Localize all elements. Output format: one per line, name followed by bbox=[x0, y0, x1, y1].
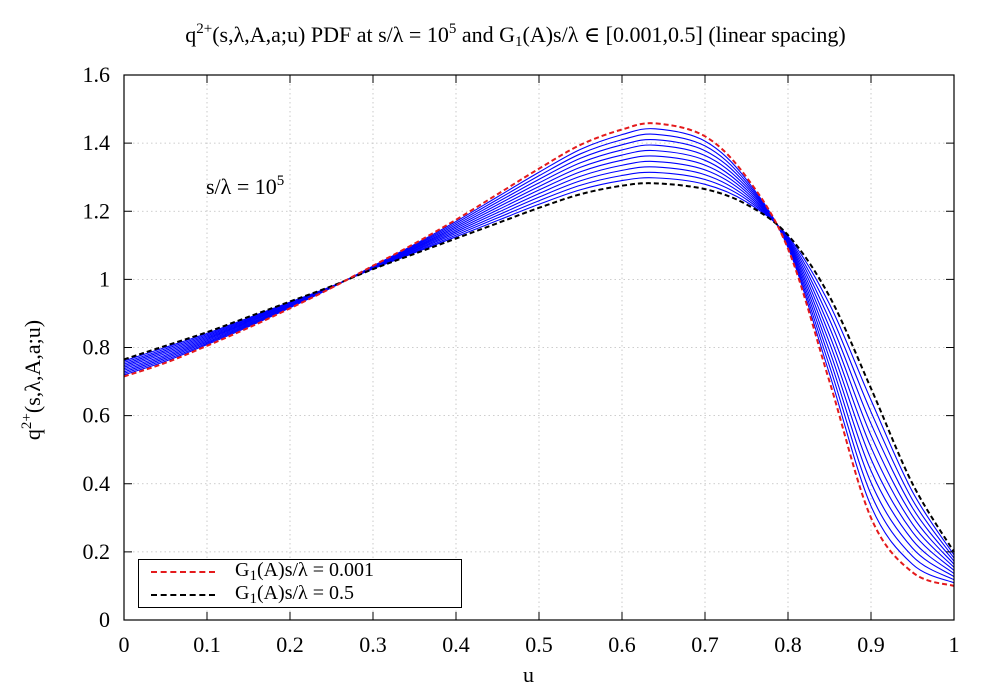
x-tick-label: 0.3 bbox=[359, 632, 387, 657]
y-axis-label: q2+(s,λ,A,a;u) bbox=[19, 319, 45, 441]
legend-label: G1(A)s/λ = 0.5 bbox=[235, 582, 355, 607]
series-line bbox=[123, 122, 955, 587]
y-tick-label: 0.8 bbox=[83, 335, 111, 360]
x-tick-label: 0.4 bbox=[442, 632, 470, 657]
x-tick-label: 0.7 bbox=[691, 632, 719, 657]
x-tick-label: 0.6 bbox=[608, 632, 636, 657]
y-tick-label: 0.4 bbox=[83, 471, 111, 496]
tick-labels: 0 0.1 0.2 0.3 0.4 0.5 0.6 0.7 0.8 0.9 1 0 0.2 0.4 0.6 0… bbox=[83, 62, 960, 657]
grid bbox=[123, 74, 955, 621]
curves bbox=[123, 122, 955, 587]
legend-swatch-black bbox=[151, 594, 215, 596]
intermediate-curve bbox=[123, 144, 955, 574]
annotation: s/λ = 105 bbox=[206, 173, 285, 199]
intermediate-curve bbox=[123, 133, 955, 581]
x-tick-label: 0.2 bbox=[276, 632, 304, 657]
y-tick-label: 1.4 bbox=[83, 130, 111, 155]
intermediate-curve bbox=[123, 138, 955, 578]
series-line bbox=[123, 182, 955, 553]
x-tick-label: 0.8 bbox=[774, 632, 802, 657]
x-tick-label: 0 bbox=[119, 632, 130, 657]
y-tick-label: 1 bbox=[99, 266, 110, 291]
x-axis-label: u bbox=[523, 662, 534, 687]
legend-swatch-red bbox=[151, 571, 215, 573]
legend-label: G1(A)s/λ = 0.001 bbox=[235, 559, 375, 584]
intermediate-curve bbox=[123, 160, 955, 565]
y-tick-label: 0.6 bbox=[83, 403, 111, 428]
intermediate-curve bbox=[123, 128, 955, 584]
y-tick-label: 0 bbox=[99, 607, 110, 632]
x-tick-label: 0.5 bbox=[525, 632, 553, 657]
x-tick-label: 0.9 bbox=[857, 632, 885, 657]
intermediate-curve bbox=[123, 177, 955, 556]
intermediate-curve bbox=[123, 149, 955, 571]
legend-entry: G1(A)s/λ = 0.5 bbox=[139, 583, 461, 607]
x-tick-label: 0.1 bbox=[193, 632, 221, 657]
chart-title: q2+(s,λ,A,a;u) PDF at s/λ = 105 and G1(A… bbox=[185, 21, 846, 50]
y-tick-label: 1.2 bbox=[83, 198, 111, 223]
y-tick-label: 0.2 bbox=[83, 539, 111, 564]
y-tick-label: 1.6 bbox=[83, 62, 111, 87]
intermediate-curve bbox=[123, 155, 955, 568]
legend: G1(A)s/λ = 0.001 G1(A)s/λ = 0.5 bbox=[138, 559, 462, 608]
intermediate-curve bbox=[123, 171, 955, 559]
axes bbox=[123, 74, 955, 621]
intermediate-curve bbox=[123, 166, 955, 562]
legend-entry: G1(A)s/λ = 0.001 bbox=[139, 560, 461, 584]
x-tick-label: 1 bbox=[949, 632, 960, 657]
